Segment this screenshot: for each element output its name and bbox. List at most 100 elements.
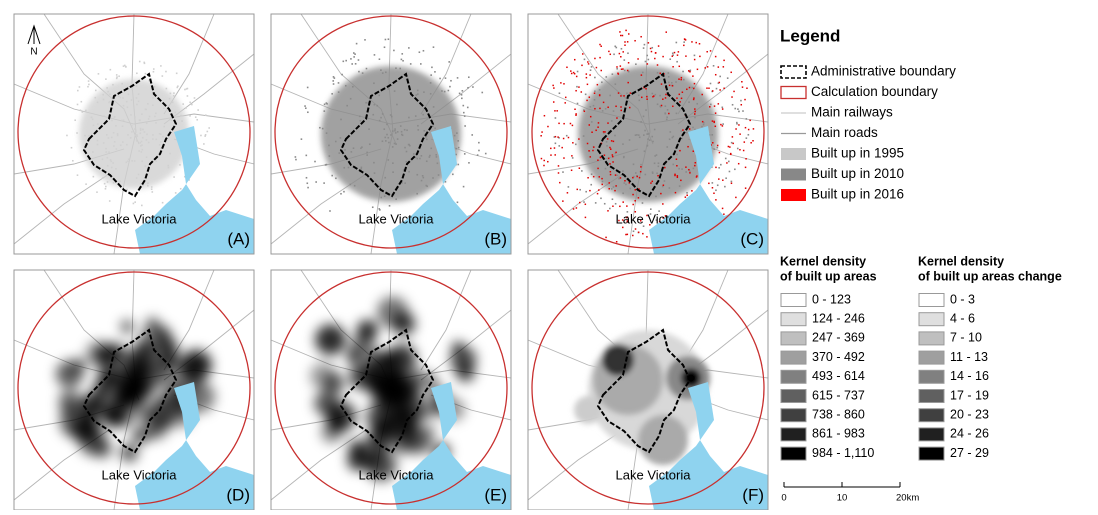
built-up-patch (430, 82, 432, 84)
built-up-2016 (665, 31, 667, 33)
built-up-patch (170, 119, 172, 121)
built-up-patch (191, 104, 193, 106)
built-up-patch (84, 148, 86, 150)
built-up-patch (305, 155, 307, 157)
built-up-patch (85, 110, 87, 112)
built-up-patch (623, 156, 625, 158)
built-up-2016 (608, 182, 610, 184)
built-up-patch (419, 158, 421, 160)
built-up-patch (675, 81, 677, 83)
built-up-patch (635, 63, 637, 65)
built-up-2016 (659, 73, 661, 75)
built-up-2016 (717, 145, 719, 147)
built-up-2016 (558, 165, 560, 167)
built-up-patch (566, 135, 568, 137)
built-up-patch (717, 184, 719, 186)
built-up-2016 (620, 35, 622, 37)
built-up-patch (387, 137, 389, 139)
built-up-patch (604, 203, 606, 205)
built-up-patch (613, 53, 615, 55)
built-up-patch (350, 58, 352, 60)
built-up-patch (128, 86, 130, 88)
built-up-2016 (610, 174, 612, 176)
density-blob (602, 344, 634, 376)
built-up-patch (644, 150, 646, 152)
built-up-patch (652, 171, 654, 173)
built-up-patch (434, 71, 436, 73)
built-up-2016 (712, 120, 714, 122)
built-up-2016 (574, 73, 576, 75)
built-up-patch (683, 79, 685, 81)
built-up-patch (417, 129, 419, 131)
density-blob (79, 427, 107, 455)
built-up-patch (463, 112, 465, 114)
built-up-patch (658, 162, 660, 164)
built-up-2016 (600, 45, 602, 47)
built-up-patch (423, 91, 425, 93)
built-up-patch (721, 107, 723, 109)
built-up-patch (386, 134, 388, 136)
built-up-patch (80, 109, 82, 111)
built-up-2016 (615, 106, 617, 108)
built-up-patch (172, 101, 174, 103)
built-up-patch (305, 107, 307, 109)
built-up-2016 (738, 163, 740, 165)
built-up-2016 (682, 129, 684, 131)
built-up-patch (737, 108, 739, 110)
built-up-2016 (592, 150, 594, 152)
built-up-patch (633, 163, 635, 165)
built-up-patch (160, 141, 162, 143)
built-up-2016 (679, 94, 681, 96)
built-up-2016 (571, 155, 573, 157)
built-up-patch (373, 162, 375, 164)
built-up-patch (155, 160, 157, 162)
built-up-patch (647, 138, 649, 140)
built-up-patch (343, 167, 345, 169)
built-up-patch (77, 174, 79, 176)
built-up-2016 (685, 196, 687, 198)
built-up-patch (105, 186, 107, 188)
built-up-2016 (540, 135, 542, 137)
legend-symbol (781, 148, 806, 160)
built-up-2016 (594, 108, 596, 110)
built-up-patch (107, 165, 109, 167)
built-up-2016 (680, 180, 682, 182)
built-up-2016 (607, 138, 609, 140)
built-up-patch (421, 180, 423, 182)
built-up-2016 (627, 41, 629, 43)
density-blob (424, 374, 438, 388)
built-up-2016 (693, 99, 695, 101)
built-up-patch (590, 69, 592, 71)
built-up-patch (417, 125, 419, 127)
built-up-2016 (563, 157, 565, 159)
built-up-2016 (627, 234, 629, 236)
built-up-2016 (745, 167, 747, 169)
built-up-patch (110, 69, 112, 71)
built-up-2016 (646, 236, 648, 238)
built-up-patch (602, 181, 604, 183)
built-up-patch (609, 95, 611, 97)
built-up-patch (404, 129, 406, 131)
built-up-2016 (694, 83, 696, 85)
built-up-patch (444, 91, 446, 93)
built-up-patch (136, 72, 138, 74)
built-up-patch (595, 202, 597, 204)
built-up-patch (417, 90, 419, 92)
kernel-legend-title: Kernel density (780, 254, 866, 268)
built-up-2016 (733, 91, 735, 93)
built-up-2016 (688, 70, 690, 72)
built-up-patch (151, 186, 153, 188)
built-up-patch (88, 135, 90, 137)
density-blob (638, 415, 688, 465)
built-up-2016 (554, 110, 556, 112)
built-up-2016 (628, 33, 630, 35)
built-up-patch (472, 86, 474, 88)
built-up-patch (345, 60, 347, 62)
built-up-patch (168, 167, 170, 169)
built-up-patch (590, 106, 592, 108)
built-up-patch (623, 182, 625, 184)
built-up-2016 (691, 41, 693, 43)
built-up-patch (572, 157, 574, 159)
built-up-patch (332, 80, 334, 82)
built-up-patch (335, 177, 337, 179)
